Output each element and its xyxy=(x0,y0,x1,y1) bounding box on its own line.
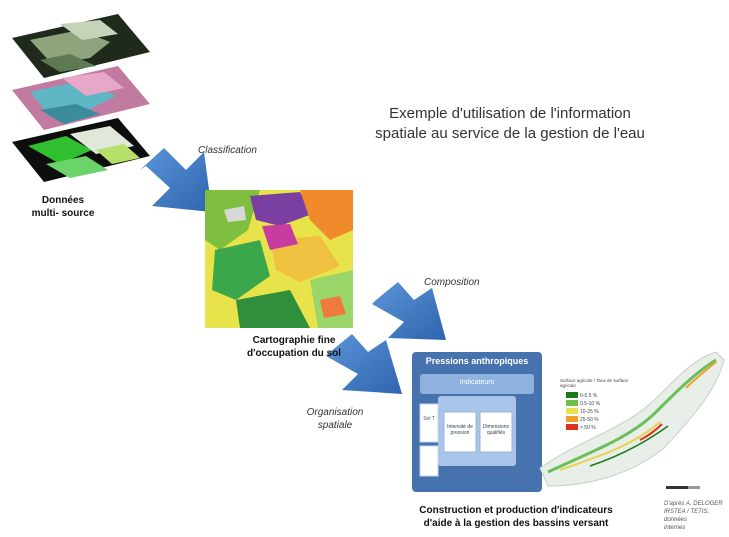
classification-label: Classification xyxy=(198,145,257,156)
arrow-classification xyxy=(140,148,212,212)
arrow-composition xyxy=(372,282,446,340)
spatial-org-line-1: Organisation xyxy=(306,407,364,418)
source-data-label: Données multi- source xyxy=(18,194,108,220)
panel-left-box: Sol T xyxy=(423,416,435,422)
legend-entry: 10-25 % xyxy=(580,409,599,415)
map-legend xyxy=(566,392,578,430)
satellite-layer-2 xyxy=(12,66,150,130)
landcover-map xyxy=(205,190,353,328)
legend-entry: 25-50 % xyxy=(580,417,599,423)
legend-swatch xyxy=(566,416,578,422)
arrow-spatial-organisation xyxy=(326,334,402,394)
panel-center-left-box: Intensité de pression xyxy=(447,424,473,436)
basin-map xyxy=(539,351,725,487)
legend-swatch xyxy=(566,400,578,406)
credit-note: D'après A. DELOGER IRSTEA / TETIS, donné… xyxy=(664,500,728,532)
spatial-org-line-2: spatiale xyxy=(317,420,353,431)
satellite-layer-3 xyxy=(12,118,150,182)
spatial-organisation-label: Organisation spatiale xyxy=(300,406,370,432)
composition-label: Composition xyxy=(424,277,480,288)
source-data-line-2: multi- source xyxy=(31,208,95,219)
legend-swatch xyxy=(566,392,578,398)
title-line-2: spatiale au service de la gestion de l'e… xyxy=(375,125,645,142)
legend-entry: > 50 % xyxy=(580,425,596,431)
scale-bar xyxy=(666,486,700,489)
panel-title: Pressions anthropiques xyxy=(425,356,529,366)
credit-line-1: D'après A. DELOGER xyxy=(664,501,723,507)
legend-swatch xyxy=(566,424,578,430)
legend-title: Surface agricole / Taux de surface agric… xyxy=(560,378,628,388)
legend-labels: 0-0.5 % 0.5-10 % 10-25 % 25-50 % > 50 % xyxy=(580,392,600,432)
source-data-line-1: Données xyxy=(41,195,85,206)
diagram-title: Exemple d'utilisation de l'information s… xyxy=(340,104,680,144)
indicators-label: Construction et production d'indicateurs… xyxy=(396,504,636,530)
panel-sub-header: Indicateurs xyxy=(459,379,495,386)
landcover-line-2: d'occupation du sol xyxy=(246,348,342,359)
legend-entry: 0-0.5 % xyxy=(580,393,598,399)
credit-line-3: internes xyxy=(664,525,686,531)
landcover-label: Cartographie fine d'occupation du sol xyxy=(236,334,352,360)
title-line-1: Exemple d'utilisation de l'information xyxy=(389,105,631,122)
panel-center-right-box: Dimensions qualifiés xyxy=(482,424,510,436)
indicators-line-1: Construction et production d'indicateurs xyxy=(419,505,613,516)
legend-swatch xyxy=(566,408,578,414)
indicator-panel xyxy=(412,352,542,492)
indicators-line-2: d'aide à la gestion des bassins versant xyxy=(423,518,609,529)
legend-entry: 0.5-10 % xyxy=(580,401,601,407)
credit-line-2: IRSTEA / TETIS, données xyxy=(664,509,710,523)
satellite-layer-1 xyxy=(12,14,150,78)
landcover-line-1: Cartographie fine xyxy=(252,335,336,346)
